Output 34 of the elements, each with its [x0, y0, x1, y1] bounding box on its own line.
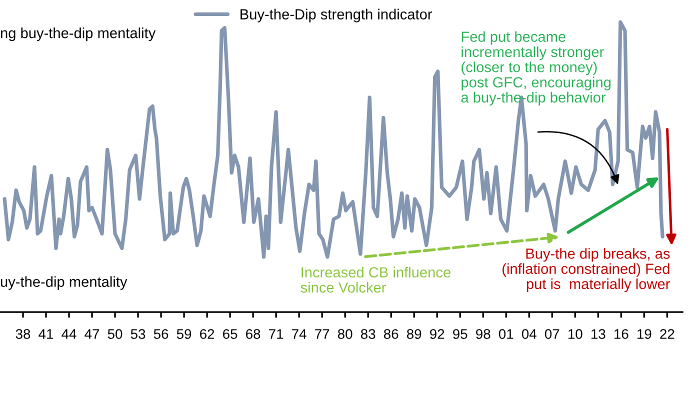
- annotation: Buy-the dip breaks, as (inflation constrained) Fed put is materially lower: [502, 248, 670, 292]
- x-tick-label: 38: [16, 329, 30, 339]
- x-tick-label: 22: [660, 329, 674, 339]
- x-tick-label: 80: [338, 329, 352, 339]
- x-tick-label: 95: [453, 329, 468, 339]
- x-tick-label: 13: [591, 329, 606, 339]
- x-tick-label: 71: [269, 329, 284, 339]
- x-tick-label: 89: [406, 329, 422, 339]
- x-tick-label: 92: [430, 329, 444, 339]
- x-tick-label: 50: [108, 329, 122, 339]
- x-tick-label: 47: [84, 329, 100, 339]
- x-tick-label: 01: [498, 329, 514, 339]
- x-tick-label: 16: [614, 329, 628, 339]
- x-tick-label: 86: [384, 329, 398, 339]
- x-tick-label: 44: [62, 329, 76, 339]
- annotation: Increased CB influence since Volcker: [300, 266, 450, 293]
- x-tick-label: 59: [176, 329, 192, 339]
- x-tick-label: 83: [360, 329, 376, 339]
- x-tick-label: 19: [637, 329, 652, 339]
- x-tick-label: 77: [315, 329, 330, 339]
- legend-label: Buy-the-Dip strength indicator: [240, 8, 432, 22]
- x-tick-label: 41: [38, 329, 54, 339]
- x-tick-label: 56: [154, 329, 168, 339]
- x-tick-label: 65: [223, 329, 238, 339]
- x-tick-label: 62: [200, 329, 214, 339]
- x-tick-label: 68: [246, 329, 260, 339]
- x-tick-label: 10: [568, 329, 582, 339]
- x-tick-label: 98: [476, 329, 490, 339]
- annotation: uy-the-dip mentality: [0, 276, 128, 290]
- x-tick-label: 74: [292, 329, 306, 339]
- x-tick-label: 04: [522, 329, 536, 339]
- annotation: ng buy-the-dip mentality: [0, 28, 156, 42]
- x-tick-label: 07: [544, 329, 560, 339]
- x-tick-label: 53: [130, 329, 146, 339]
